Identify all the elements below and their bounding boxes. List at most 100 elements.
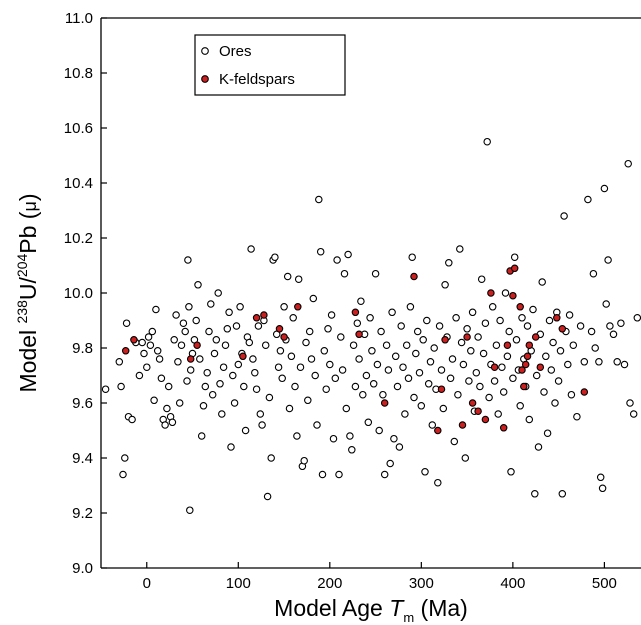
ore-point	[179, 319, 188, 327]
k-feldspar-point	[510, 264, 519, 273]
k-feldspar-point	[193, 341, 201, 349]
k-feldspar-point	[558, 325, 567, 333]
k-feldspar-point	[490, 363, 499, 371]
ore-point	[153, 347, 162, 355]
ore-point	[150, 396, 158, 405]
ore-point	[344, 250, 352, 259]
ore-point	[276, 347, 285, 355]
ore-point	[587, 327, 596, 336]
ore-point	[364, 418, 373, 427]
ore-point	[532, 371, 541, 380]
ore-point	[580, 358, 589, 366]
y-tick-label: 11.0	[65, 10, 93, 27]
ore-point	[300, 456, 308, 465]
ore-point	[186, 506, 194, 514]
k-feldspar-point	[487, 289, 495, 297]
ore-point	[529, 305, 537, 314]
ore-point	[386, 459, 394, 468]
ore-point	[379, 390, 387, 399]
ore-point	[534, 443, 543, 451]
ore-point	[401, 410, 409, 418]
ore-point	[545, 316, 554, 325]
ore-point	[117, 382, 125, 391]
ore-point	[629, 410, 638, 418]
ore-point	[366, 314, 374, 322]
k-feldspar-point	[380, 399, 389, 407]
ore-point	[210, 349, 219, 358]
ore-point	[168, 418, 177, 427]
ore-point	[554, 377, 563, 385]
k-feldspar-point	[520, 382, 528, 391]
x-axis-title: Model Age Tm (Ma)	[274, 595, 468, 625]
ore-point	[507, 468, 515, 476]
ore-point	[101, 385, 110, 393]
ore-point	[437, 366, 446, 374]
ore-point	[249, 355, 257, 363]
ore-point	[305, 327, 314, 336]
legend-kfeldspar-label: K-feldspars	[219, 71, 295, 88]
ore-point	[423, 316, 431, 325]
ore-point	[335, 470, 343, 479]
ore-point	[205, 327, 213, 336]
ore-point	[426, 358, 435, 366]
ore-point	[435, 322, 444, 330]
ore-point	[549, 338, 557, 347]
ore-point	[324, 325, 332, 333]
ore-point	[446, 374, 455, 383]
ore-point	[251, 368, 259, 377]
ore-point	[633, 314, 641, 322]
ore-point	[234, 360, 243, 369]
ore-point	[600, 184, 609, 193]
y-tick-label: 9.4	[72, 450, 93, 467]
ore-point	[564, 360, 572, 369]
ore-point	[620, 360, 629, 369]
k-feldspar-point	[294, 303, 302, 311]
ore-point	[596, 473, 605, 482]
ore-point	[148, 327, 157, 336]
ore-point	[221, 341, 230, 349]
ore-point	[181, 327, 189, 336]
ore-point	[558, 490, 567, 498]
ore-point	[609, 330, 618, 339]
ore-point	[207, 300, 215, 308]
k-feldspar-point	[481, 415, 490, 424]
ore-point	[369, 380, 378, 388]
ore-point	[441, 281, 449, 289]
ore-point	[170, 336, 178, 344]
ore-point	[569, 341, 578, 349]
ore-point	[309, 294, 318, 303]
ore-point	[454, 390, 462, 399]
k-feldspar-point	[518, 366, 526, 374]
ore-point	[337, 333, 345, 341]
ore-point	[501, 289, 510, 297]
ore-point	[338, 366, 347, 374]
ore-point	[163, 404, 171, 413]
ore-point	[240, 382, 248, 391]
ore-point	[115, 358, 124, 366]
ore-point	[254, 322, 263, 330]
ore-point	[390, 434, 398, 443]
ore-point	[225, 308, 233, 317]
k-feldspar-point	[503, 341, 512, 349]
ore-point	[430, 344, 438, 352]
y-tick-label: 10.2	[64, 230, 93, 247]
k-feldspar-point	[468, 399, 477, 407]
ore-point	[417, 402, 426, 410]
ore-point	[172, 311, 180, 319]
ore-point	[183, 377, 191, 385]
ore-point	[121, 454, 129, 462]
ore-point	[311, 371, 319, 380]
ore-point	[606, 322, 614, 330]
ore-point	[617, 319, 625, 327]
ore-point	[223, 325, 232, 333]
ore-point	[481, 319, 490, 327]
ore-point	[265, 393, 274, 402]
ore-point	[395, 443, 404, 451]
ore-point	[542, 352, 550, 361]
ore-point	[538, 278, 546, 286]
ore-point	[285, 404, 294, 413]
ore-point	[518, 314, 526, 322]
ore-point	[547, 366, 556, 374]
ore-point	[245, 338, 254, 347]
ore-point	[152, 305, 160, 314]
